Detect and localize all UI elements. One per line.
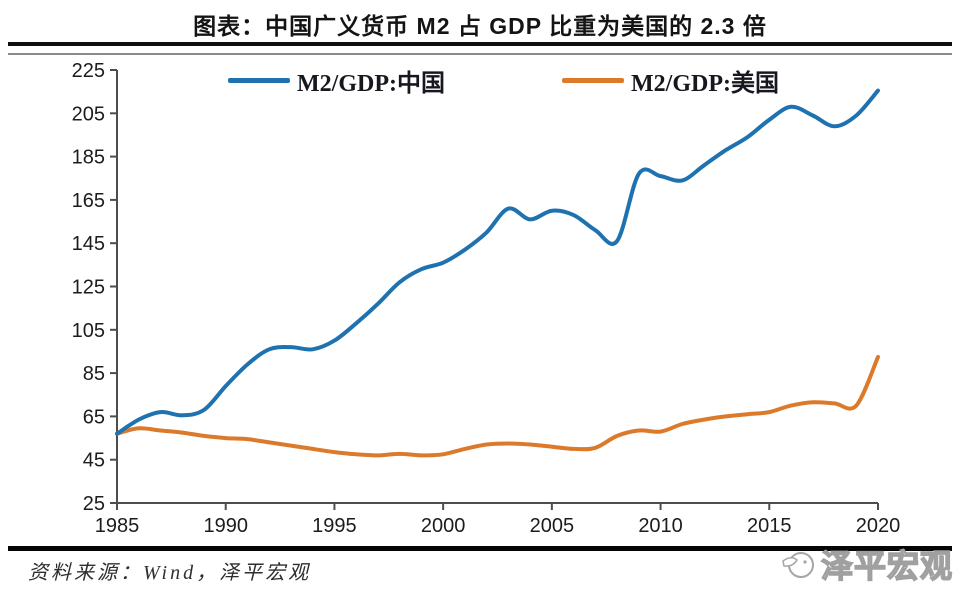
y-tick-label: 45 — [83, 450, 105, 472]
x-tick-label: 2020 — [856, 515, 901, 537]
y-tick-label: 25 — [83, 493, 105, 515]
x-tick-label: 1995 — [312, 515, 357, 537]
legend-label-china: M2/GDP:中国 — [297, 71, 445, 97]
y-tick-label: 65 — [83, 406, 105, 428]
legend: M2/GDP:中国 M2/GDP:美国 — [0, 63, 960, 97]
watermark-text: 泽平宏观 — [821, 548, 953, 584]
y-tick-label: 145 — [72, 233, 105, 255]
watermark: 泽平宏观 — [779, 541, 954, 594]
y-tick-label: 165 — [72, 190, 105, 212]
page-title: 图表：中国广义货币 M2 占 GDP 比重为美国的 2.3 倍 — [193, 13, 767, 39]
x-tick-label: 2015 — [747, 515, 792, 537]
series-line-us — [115, 354, 880, 458]
y-tick-label: 205 — [72, 103, 105, 125]
y-tick-label: 85 — [83, 363, 105, 385]
y-tick-label: 105 — [72, 320, 105, 342]
title-rule-thin — [8, 53, 952, 55]
x-tick-label: 1985 — [95, 515, 140, 537]
title-rule-thick — [8, 42, 952, 46]
x-tick-label: 2000 — [421, 515, 466, 537]
legend-swatch-china-icon — [228, 78, 290, 83]
x-tick-label: 2005 — [530, 515, 575, 537]
x-tick-label: 1990 — [203, 515, 248, 537]
legend-label-us: M2/GDP:美国 — [631, 71, 779, 97]
legend-item-china: M2/GDP:中国 — [228, 63, 445, 98]
x-tick-label: 2010 — [638, 515, 683, 537]
zeping-logo: 泽平宏观 — [782, 547, 953, 585]
zeping-logo-icon — [782, 552, 814, 578]
source-note: 资料来源：Wind，泽平宏观 — [28, 562, 312, 584]
series-line-china — [115, 88, 880, 436]
legend-item-us: M2/GDP:美国 — [562, 63, 779, 98]
y-tick-label: 125 — [72, 277, 105, 299]
footer-rule — [8, 546, 952, 551]
legend-swatch-us-icon — [562, 78, 624, 83]
y-tick-label: 225 — [72, 60, 105, 82]
y-tick-label: 185 — [72, 147, 105, 169]
